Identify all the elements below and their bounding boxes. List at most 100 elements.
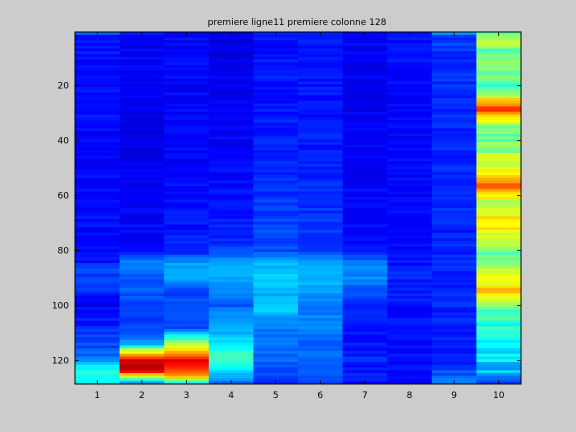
heatmap-cell xyxy=(298,120,343,124)
heatmap-cell xyxy=(431,98,477,102)
heatmap-cell xyxy=(431,139,477,143)
heatmap-cell xyxy=(476,342,522,346)
heatmap-cell xyxy=(387,213,433,217)
heatmap-cell xyxy=(119,227,165,231)
heatmap-cell xyxy=(208,150,254,154)
heatmap-cell xyxy=(476,122,522,126)
heatmap-cell xyxy=(431,345,477,349)
heatmap-cell xyxy=(119,70,165,74)
heatmap-cell xyxy=(208,282,254,286)
heatmap-cell xyxy=(342,213,388,217)
heatmap-cell xyxy=(476,208,522,212)
heatmap-cell xyxy=(119,224,165,228)
heatmap-cell xyxy=(476,95,522,99)
heatmap-cell xyxy=(476,304,522,308)
heatmap-cell xyxy=(431,133,477,137)
heatmap-cell xyxy=(298,373,343,377)
heatmap-cell xyxy=(298,260,343,264)
heatmap-cell xyxy=(208,164,254,168)
heatmap-cell xyxy=(476,260,522,264)
heatmap-cell xyxy=(75,147,120,151)
heatmap-cell xyxy=(298,276,343,280)
heatmap-cell xyxy=(476,153,522,157)
heatmap-cell xyxy=(208,155,254,159)
heatmap-cell xyxy=(75,202,120,206)
heatmap-cell xyxy=(164,81,210,85)
heatmap-cell xyxy=(476,136,522,140)
heatmap-cell xyxy=(342,375,388,379)
heatmap-cell xyxy=(75,290,120,294)
heatmap-cell xyxy=(298,158,343,162)
heatmap-cell xyxy=(253,56,299,60)
heatmap-cell xyxy=(208,147,254,151)
heatmap-cell xyxy=(476,296,522,300)
heatmap-cell xyxy=(208,70,254,74)
y-tick-label: 80 xyxy=(58,247,70,257)
heatmap-cell xyxy=(208,364,254,368)
heatmap-cell xyxy=(253,175,299,179)
heatmap-cell xyxy=(476,243,522,247)
heatmap-cell xyxy=(342,81,388,85)
heatmap-cell xyxy=(387,67,433,71)
heatmap-cell xyxy=(298,359,343,363)
heatmap-cell xyxy=(387,353,433,357)
heatmap-cell xyxy=(119,312,165,316)
heatmap-cell xyxy=(119,65,165,69)
heatmap-cell xyxy=(387,142,433,146)
heatmap-cell xyxy=(164,320,210,324)
heatmap-cell xyxy=(476,364,522,368)
heatmap-cell xyxy=(342,150,388,154)
heatmap-cell xyxy=(476,235,522,239)
heatmap-cell xyxy=(208,67,254,71)
heatmap-cell xyxy=(253,194,299,198)
heatmap-cell xyxy=(208,128,254,132)
heatmap-cell xyxy=(164,329,210,333)
heatmap-cell xyxy=(298,76,343,80)
heatmap-cell xyxy=(476,337,522,341)
heatmap-cell xyxy=(253,45,299,49)
heatmap-cell xyxy=(431,318,477,322)
plot-area xyxy=(75,32,522,385)
heatmap-cell xyxy=(253,155,299,159)
heatmap-cell xyxy=(75,78,120,82)
heatmap-cell xyxy=(342,191,388,195)
heatmap-cell xyxy=(298,54,343,58)
heatmap-cell xyxy=(164,353,210,357)
heatmap-cell xyxy=(208,351,254,355)
heatmap-cell xyxy=(431,62,477,66)
heatmap-cell xyxy=(387,100,433,104)
heatmap-cell xyxy=(342,84,388,88)
heatmap-cell xyxy=(387,65,433,69)
heatmap-cell xyxy=(387,208,433,212)
heatmap-cell xyxy=(164,279,210,283)
heatmap-cell xyxy=(164,356,210,360)
heatmap-cell xyxy=(387,117,433,121)
heatmap-cell xyxy=(164,301,210,305)
heatmap-cell xyxy=(253,298,299,302)
heatmap-cell xyxy=(298,59,343,63)
heatmap-cell xyxy=(387,340,433,344)
heatmap-cell xyxy=(75,246,120,250)
heatmap-cell xyxy=(387,318,433,322)
heatmap-cell xyxy=(431,45,477,49)
heatmap-cell xyxy=(298,210,343,214)
heatmap-cell xyxy=(476,142,522,146)
heatmap-cell xyxy=(431,312,477,316)
heatmap-cell xyxy=(387,210,433,214)
heatmap-cell xyxy=(119,216,165,220)
heatmap-cell xyxy=(476,92,522,96)
heatmap-cell xyxy=(431,301,477,305)
heatmap-cell xyxy=(208,98,254,102)
heatmap-cell xyxy=(119,197,165,201)
heatmap-cell xyxy=(387,98,433,102)
heatmap-cell xyxy=(164,92,210,96)
heatmap-cell xyxy=(387,106,433,110)
heatmap-cell xyxy=(476,340,522,344)
heatmap-cell xyxy=(387,279,433,283)
heatmap-cell xyxy=(431,249,477,253)
heatmap-cell xyxy=(164,59,210,63)
heatmap-cell xyxy=(253,122,299,126)
heatmap-cell xyxy=(298,78,343,82)
heatmap-cell xyxy=(431,320,477,324)
heatmap-cell xyxy=(253,48,299,52)
